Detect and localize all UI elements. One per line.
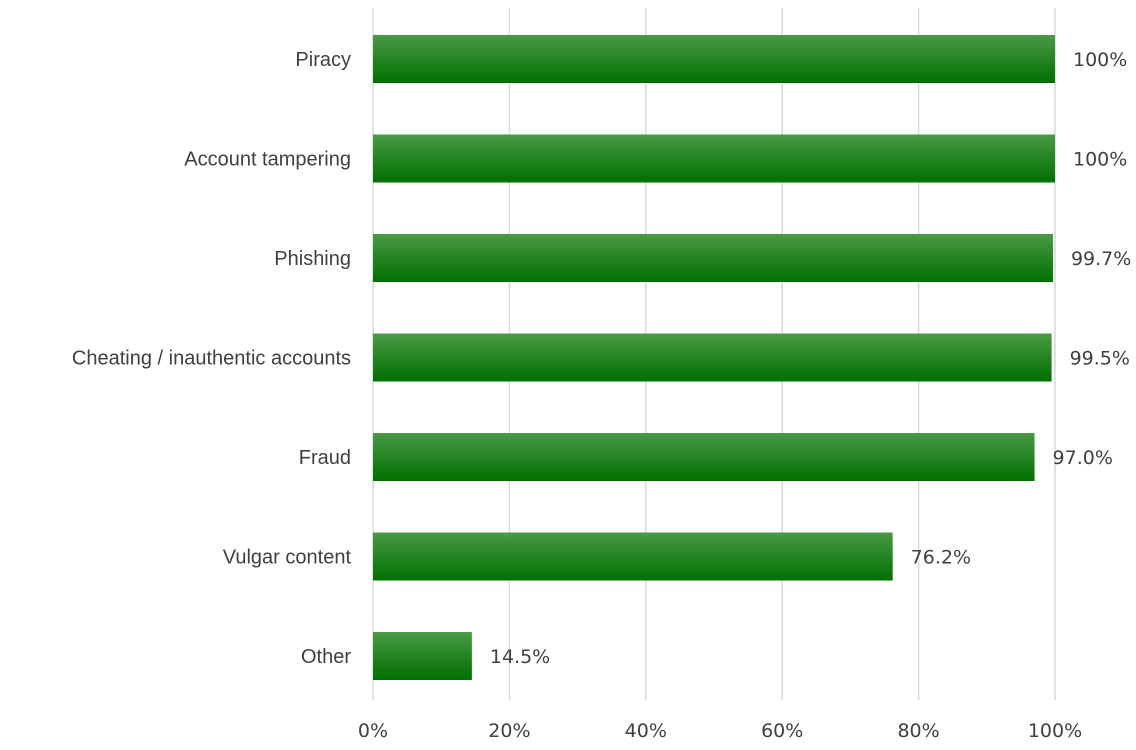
x-tick-label: 40% — [625, 720, 667, 742]
x-tick-label: 20% — [488, 720, 530, 742]
bar — [373, 433, 1035, 481]
category-label: Fraud — [299, 447, 351, 469]
bar — [373, 532, 893, 581]
bar — [373, 234, 1053, 282]
category-label: Other — [301, 646, 351, 668]
bar — [373, 632, 472, 680]
x-tick-label: 60% — [761, 720, 803, 742]
category-labels: Piracy Account tampering Phishing Cheating … — [72, 49, 352, 668]
bar — [373, 333, 1052, 382]
category-label: Vulgar content — [223, 547, 352, 569]
value-label: 97.0% — [1053, 447, 1113, 469]
x-axis-tick-labels: 0% 20% 40% 60% 80% 100% — [358, 720, 1082, 742]
bar — [373, 35, 1055, 83]
value-labels: 100% 100% 99.7% 99.5% 97.0% 76.2% 14.5% — [490, 49, 1131, 668]
value-label: 100% — [1073, 49, 1127, 71]
bars — [373, 35, 1055, 680]
x-tick-label: 0% — [358, 720, 388, 742]
category-label: Piracy — [295, 49, 351, 71]
value-label: 76.2% — [911, 547, 971, 569]
x-tick-label: 100% — [1028, 720, 1082, 742]
value-label: 99.7% — [1071, 248, 1131, 270]
x-tick-label: 80% — [897, 720, 939, 742]
bar — [373, 134, 1055, 183]
category-label: Account tampering — [184, 149, 351, 171]
category-label: Cheating / inauthentic accounts — [72, 348, 351, 370]
value-label: 99.5% — [1070, 348, 1130, 370]
value-label: 14.5% — [490, 646, 550, 668]
category-label: Phishing — [274, 248, 351, 270]
value-label: 100% — [1073, 149, 1127, 171]
